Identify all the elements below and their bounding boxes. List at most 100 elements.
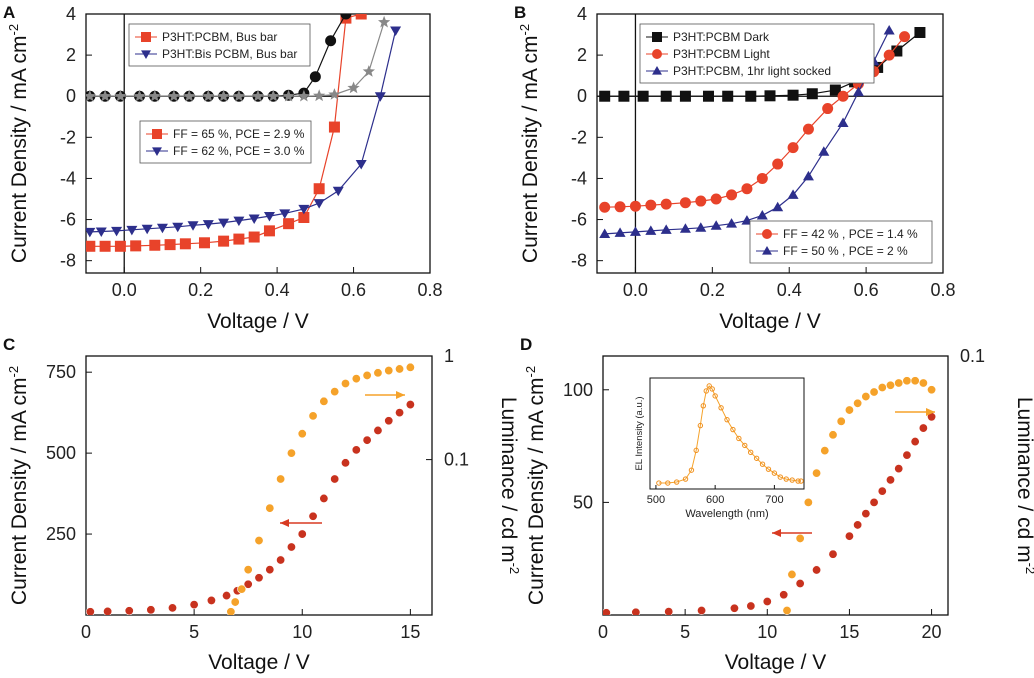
x-ticks: 0.0 0.2 0.4 0.6 0.8	[623, 267, 956, 300]
data-point	[645, 225, 657, 235]
data-point	[243, 579, 253, 589]
data-point	[141, 224, 153, 235]
inset-point	[718, 405, 724, 411]
data-point	[86, 607, 95, 615]
data-point	[217, 89, 230, 102]
data-point	[189, 600, 199, 610]
data-point	[254, 573, 264, 583]
legend-label: P3HT:Bis PCBM, Bus bar	[162, 47, 297, 61]
y-axis-title: Current Density / mA cm-2	[517, 24, 542, 263]
data-point	[243, 565, 253, 575]
data-point	[877, 383, 887, 393]
data-point	[328, 88, 341, 100]
data-point	[373, 368, 383, 378]
legend-marker	[141, 50, 151, 59]
data-point	[309, 71, 321, 83]
data-point	[198, 237, 210, 249]
data-point	[206, 595, 216, 605]
data-point	[918, 378, 928, 388]
x-tick-label: 0	[81, 622, 91, 642]
data-point	[330, 387, 340, 397]
data-point	[697, 605, 707, 615]
data-point	[722, 90, 734, 102]
data-point	[179, 238, 191, 250]
data-point	[726, 218, 738, 228]
x-tick-label: 0.0	[112, 280, 137, 300]
series-group	[86, 14, 402, 252]
x-ticks: 0 5 10 15	[81, 609, 420, 642]
data-point	[764, 90, 776, 102]
y-tick-label: -6	[60, 210, 76, 230]
data-point	[883, 24, 895, 35]
y-axis-title: Current Density / mA cm-2	[6, 366, 31, 605]
data-point	[325, 35, 337, 47]
data-point	[286, 448, 296, 458]
data-point	[237, 584, 247, 594]
data-point	[660, 224, 672, 234]
y2-axis-title: Luminance / cd m-2	[1013, 397, 1034, 574]
plot-frame	[85, 355, 433, 616]
y2-tick-label: 0.1	[444, 450, 469, 470]
y-tick-label: 4	[66, 4, 76, 24]
legend-label: P3HT:PCBM Dark	[673, 30, 770, 44]
data-point	[276, 474, 286, 484]
y-ticks: 50 100	[563, 380, 609, 512]
legend-marker	[152, 147, 162, 156]
arrow-current-density	[280, 519, 322, 527]
legend-label: P3HT:PCBM, Bus bar	[162, 30, 277, 44]
data-point	[645, 199, 657, 211]
data-point	[187, 221, 199, 231]
y-tick-label: 500	[46, 443, 76, 463]
data-point	[405, 362, 415, 372]
y-tick-label: 4	[577, 4, 587, 24]
data-point	[910, 376, 920, 386]
data-point	[233, 216, 245, 227]
data-point	[222, 591, 232, 601]
data-point	[918, 423, 928, 433]
data-point	[787, 89, 799, 101]
x-ticks: 0 5 10 15 20	[598, 609, 942, 642]
data-point	[741, 183, 753, 195]
x-tick-label: 0.4	[777, 280, 802, 300]
data-point	[183, 89, 196, 102]
y-tick-label: 0	[577, 86, 587, 106]
data-point	[330, 474, 340, 484]
data-point	[772, 158, 784, 170]
y-tick-label: -8	[60, 251, 76, 271]
data-point	[852, 86, 864, 97]
data-point	[313, 183, 325, 195]
inset-point	[724, 416, 730, 423]
data-point	[844, 405, 854, 415]
data-point	[806, 88, 818, 100]
data-point	[282, 89, 295, 102]
data-point	[263, 225, 275, 237]
data-point	[745, 90, 757, 102]
legend-ff: FF = 65 %, PCE = 2.9 % FF = 62 %, PCE = 3…	[139, 120, 312, 164]
data-point	[836, 416, 846, 426]
y-tick-label: -2	[571, 127, 587, 147]
y-tick-label: 100	[563, 380, 593, 400]
data-point	[283, 218, 295, 230]
data-point	[787, 569, 797, 579]
data-point	[637, 90, 649, 102]
data-point	[340, 379, 350, 389]
y-tick-label: 2	[66, 45, 76, 65]
data-point	[695, 195, 707, 207]
data-point	[885, 380, 895, 390]
inset-x-tick-label: 700	[765, 494, 783, 506]
data-point	[894, 378, 904, 388]
inset-point	[665, 480, 671, 486]
data-point	[869, 387, 879, 397]
data-point	[395, 364, 405, 374]
y-tick-label: 750	[46, 362, 76, 382]
data-point	[114, 240, 126, 252]
data-point	[355, 160, 367, 170]
data-point	[263, 212, 275, 222]
data-point	[679, 223, 691, 233]
data-point	[679, 197, 691, 209]
inset-point	[777, 474, 784, 480]
data-point	[351, 445, 361, 455]
y2-axis-title: Luminance / cd m-2	[497, 397, 522, 574]
data-point	[347, 81, 360, 94]
legend-label: P3HT:PCBM Light	[673, 47, 770, 61]
